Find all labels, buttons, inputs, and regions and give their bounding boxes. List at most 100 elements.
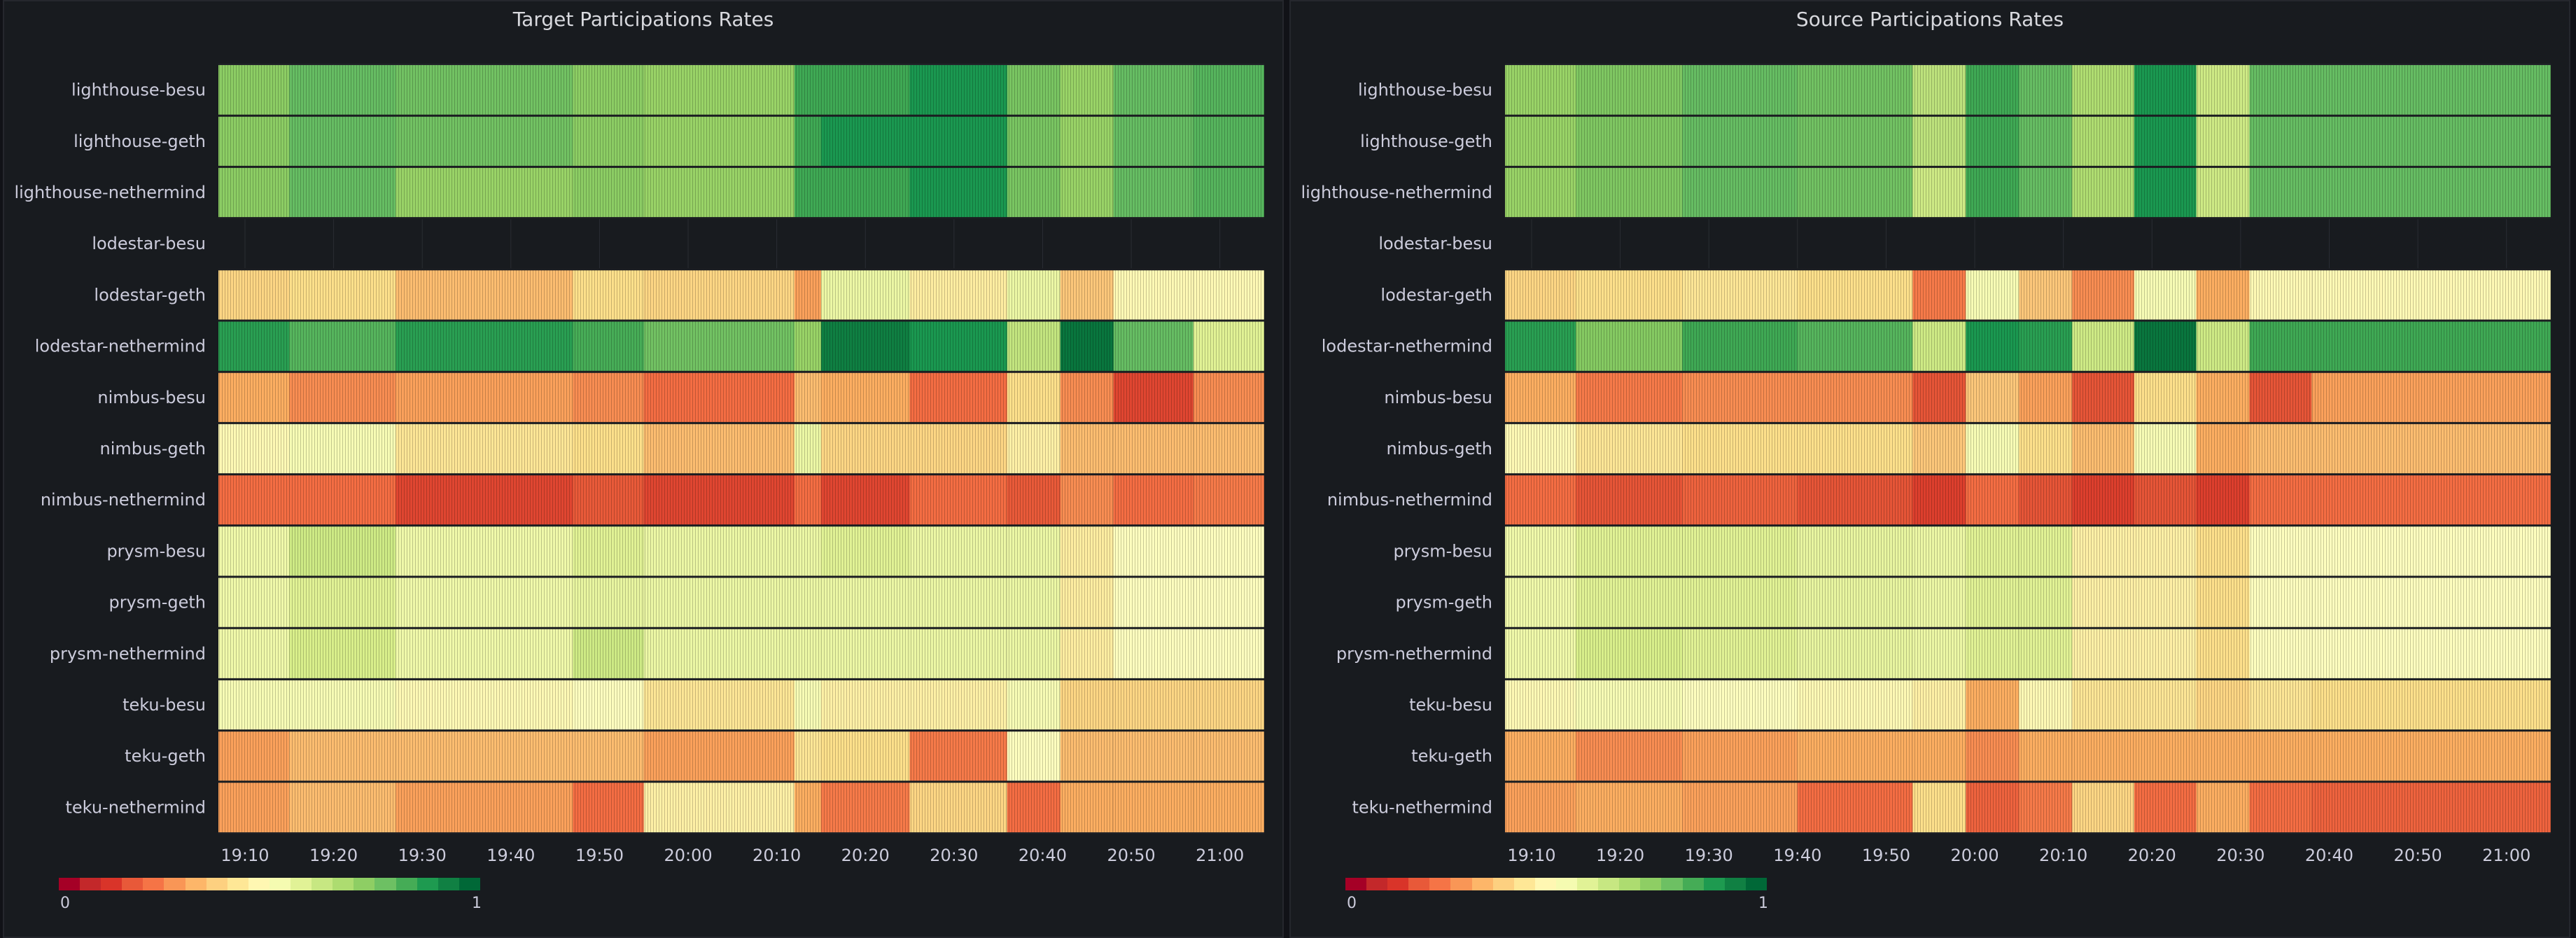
cell-texture bbox=[909, 270, 1007, 320]
target-heatmap[interactable]: lighthouse-besu lighthouse-geth lighthouse… bbox=[4, 1, 1285, 869]
cell-texture bbox=[1912, 629, 1966, 679]
legend-swatch bbox=[416, 878, 438, 890]
cell-texture bbox=[1966, 321, 2019, 372]
row-label: lodestar-besu bbox=[92, 234, 206, 253]
cell-texture bbox=[2249, 578, 2312, 628]
cell-texture bbox=[218, 270, 290, 320]
cell-texture bbox=[1682, 578, 1798, 628]
cell-texture bbox=[1113, 731, 1194, 781]
legend-swatch bbox=[1492, 878, 1514, 890]
cell-texture bbox=[2134, 424, 2197, 474]
cell-texture bbox=[396, 578, 573, 628]
cell-texture bbox=[1966, 782, 2019, 832]
cell-texture bbox=[289, 321, 396, 372]
cell-texture bbox=[1193, 372, 1264, 423]
cell-texture bbox=[1060, 578, 1114, 628]
cell-texture bbox=[1576, 629, 1683, 679]
cell-texture bbox=[2134, 731, 2197, 781]
cell-texture bbox=[1007, 475, 1060, 525]
cell-texture bbox=[909, 782, 1007, 832]
cell-texture bbox=[1797, 424, 1913, 474]
cell-texture bbox=[2196, 424, 2250, 474]
cell-texture bbox=[1966, 680, 2019, 730]
cell-texture bbox=[1113, 65, 1194, 115]
cell-texture bbox=[909, 526, 1007, 576]
cell-texture bbox=[1113, 578, 1194, 628]
cell-texture bbox=[643, 782, 794, 832]
cell-texture bbox=[909, 578, 1007, 628]
cell-texture bbox=[1193, 526, 1264, 576]
cell-texture bbox=[2072, 116, 2134, 167]
cell-texture bbox=[909, 424, 1007, 474]
cell-texture bbox=[1682, 65, 1798, 115]
row-label: teku-besu bbox=[1409, 695, 1492, 715]
cell-texture bbox=[1113, 526, 1194, 576]
x-tick-label: 19:10 bbox=[220, 846, 269, 865]
source-heatmap[interactable]: lighthouse-besu lighthouse-geth lighthouse… bbox=[1291, 1, 2572, 869]
cell-texture bbox=[1576, 65, 1683, 115]
cell-texture bbox=[1505, 65, 1576, 115]
cell-texture bbox=[1576, 475, 1683, 525]
cell-texture bbox=[794, 65, 821, 115]
legend-swatch bbox=[59, 878, 80, 890]
cell-texture bbox=[1682, 167, 1798, 218]
cell-texture bbox=[1576, 731, 1683, 781]
panel-title: Source Participations Rates bbox=[1795, 8, 2064, 31]
cell-texture bbox=[1007, 578, 1060, 628]
cell-texture bbox=[289, 270, 396, 320]
row-label: prysm-nethermind bbox=[1336, 644, 1492, 664]
legend-swatch bbox=[1619, 878, 1641, 890]
cell-texture bbox=[1966, 578, 2019, 628]
row-label: prysm-nethermind bbox=[50, 644, 206, 664]
cell-texture bbox=[1505, 629, 1576, 679]
x-tick-label: 20:30 bbox=[930, 846, 978, 865]
cell-texture bbox=[1912, 321, 1966, 372]
cell-texture bbox=[1797, 116, 1913, 167]
cell-texture bbox=[2249, 782, 2312, 832]
cell-texture bbox=[1113, 116, 1194, 167]
row-label: nimbus-nethermind bbox=[41, 490, 206, 510]
legend-min-label: 0 bbox=[1347, 895, 1357, 912]
cell-texture bbox=[396, 65, 573, 115]
cell-texture bbox=[1797, 578, 1913, 628]
cell-texture bbox=[1113, 372, 1194, 423]
cell-texture bbox=[1060, 321, 1114, 372]
cell-texture bbox=[820, 578, 910, 628]
cell-texture bbox=[820, 629, 910, 679]
cell-texture bbox=[643, 475, 794, 525]
cell-texture bbox=[794, 424, 821, 474]
cell-texture bbox=[794, 578, 821, 628]
cell-texture bbox=[2072, 321, 2134, 372]
cell-texture bbox=[1682, 372, 1798, 423]
legend-swatch bbox=[354, 878, 375, 890]
cell-texture bbox=[643, 65, 794, 115]
cell-texture bbox=[643, 270, 794, 320]
x-tick-label: 20:40 bbox=[1018, 846, 1067, 865]
legend-swatch bbox=[101, 878, 122, 890]
cell-texture bbox=[2311, 578, 2551, 628]
cell-texture bbox=[909, 475, 1007, 525]
cell-texture bbox=[2019, 167, 2073, 218]
cell-texture bbox=[643, 116, 794, 167]
cell-texture bbox=[218, 629, 290, 679]
cell-texture bbox=[396, 424, 573, 474]
cell-texture bbox=[643, 372, 794, 423]
cell-texture bbox=[2196, 526, 2250, 576]
cell-texture bbox=[1007, 629, 1060, 679]
legend-swatch bbox=[458, 878, 480, 890]
cell-texture bbox=[2196, 731, 2250, 781]
cell-texture bbox=[2249, 526, 2312, 576]
cell-texture bbox=[1193, 116, 1264, 167]
row-label: lighthouse-besu bbox=[71, 80, 206, 100]
cell-texture bbox=[1576, 116, 1683, 167]
row-label: lighthouse-geth bbox=[1360, 132, 1492, 151]
cell-texture bbox=[2072, 372, 2134, 423]
cell-texture bbox=[218, 475, 290, 525]
cell-texture bbox=[1966, 270, 2019, 320]
cell-texture bbox=[2134, 526, 2197, 576]
cell-texture bbox=[1193, 65, 1264, 115]
x-tick-label: 21:00 bbox=[1196, 846, 1244, 865]
legend-swatch bbox=[1429, 878, 1451, 890]
cell-texture bbox=[1576, 680, 1683, 730]
cell-texture bbox=[2196, 782, 2250, 832]
